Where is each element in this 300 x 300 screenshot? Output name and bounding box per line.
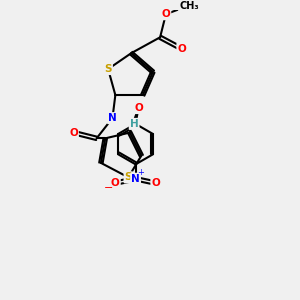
Text: S: S [124, 172, 132, 182]
Text: N: N [108, 113, 117, 123]
Text: CH₃: CH₃ [179, 1, 199, 10]
Text: O: O [134, 103, 143, 113]
Text: O: O [111, 178, 120, 188]
Text: O: O [152, 178, 160, 188]
Text: N: N [131, 174, 140, 184]
Text: O: O [69, 128, 78, 138]
Text: S: S [104, 64, 112, 74]
Text: O: O [161, 9, 170, 19]
Text: −: − [104, 183, 114, 193]
Text: H: H [130, 119, 139, 129]
Text: O: O [177, 44, 186, 54]
Text: +: + [137, 168, 144, 177]
